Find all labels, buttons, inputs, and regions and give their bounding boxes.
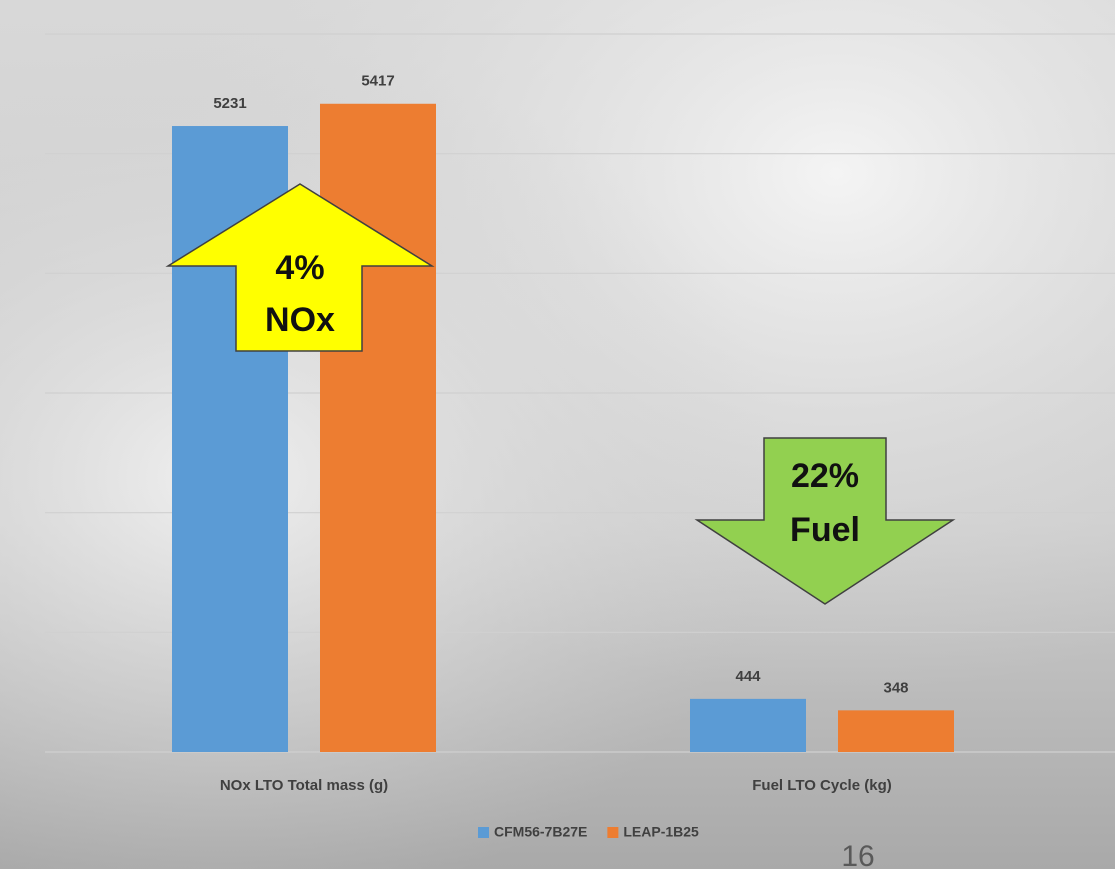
x-tick-label: NOx LTO Total mass (g) bbox=[220, 777, 388, 794]
annotation-arrow bbox=[694, 437, 956, 605]
bar bbox=[320, 103, 436, 752]
page-number: 16 bbox=[841, 840, 874, 869]
annotation-text: Fuel bbox=[790, 511, 860, 549]
annotation-arrow bbox=[165, 183, 435, 352]
x-tick-label: Fuel LTO Cycle (kg) bbox=[752, 777, 891, 794]
bar bbox=[690, 698, 806, 752]
bar bbox=[838, 710, 954, 752]
legend-label: CFM56-7B27E bbox=[494, 824, 587, 840]
data-label: 348 bbox=[883, 679, 908, 696]
annotation-text: 4% bbox=[275, 249, 324, 287]
plot: NOx LTO Total mass (g) 5231 5417 Fuel LTO C… bbox=[45, 33, 1115, 840]
legend-swatch bbox=[607, 827, 619, 838]
legend-label: LEAP-1B25 bbox=[623, 824, 699, 840]
data-label: 5231 bbox=[213, 95, 246, 112]
annotation-text: 22% bbox=[791, 457, 859, 495]
annotation-text: NOx bbox=[265, 301, 335, 339]
data-label: 5417 bbox=[361, 73, 394, 90]
legend-swatch bbox=[478, 827, 489, 838]
data-label: 444 bbox=[735, 668, 761, 685]
